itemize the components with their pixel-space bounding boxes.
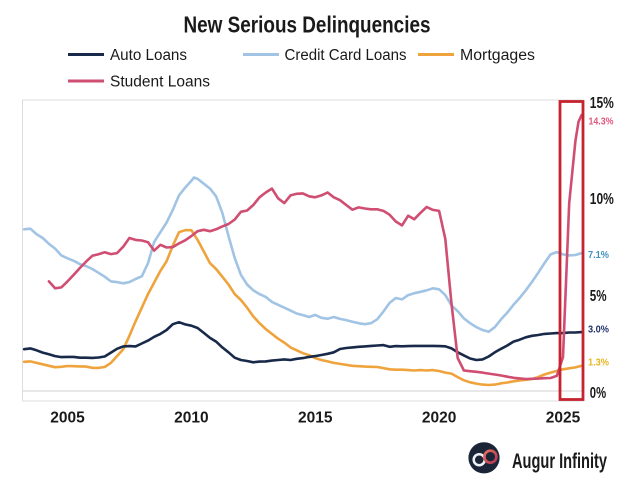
svg-text:2010: 2010 [174,410,209,427]
svg-text:14.3%: 14.3% [589,115,615,127]
svg-text:0%: 0% [590,385,606,402]
svg-text:10%: 10% [590,191,614,208]
svg-text:15%: 15% [590,95,614,112]
svg-text:Mortgages: Mortgages [460,47,535,64]
svg-text:New Serious Delinquencies: New Serious Delinquencies [184,12,431,38]
svg-text:1.3%: 1.3% [588,356,610,368]
svg-text:Auto Loans: Auto Loans [110,47,187,64]
svg-text:2025: 2025 [546,410,581,427]
svg-text:Credit Card Loans: Credit Card Loans [285,47,407,64]
svg-text:2005: 2005 [50,410,85,427]
svg-text:7.1%: 7.1% [588,249,610,261]
svg-text:3.0%: 3.0% [588,324,610,336]
svg-text:2015: 2015 [298,410,333,427]
svg-text:5%: 5% [590,288,607,305]
svg-text:Student Loans: Student Loans [110,73,210,90]
svg-text:2020: 2020 [422,410,457,427]
svg-text:Augur Infinity: Augur Infinity [512,449,607,473]
